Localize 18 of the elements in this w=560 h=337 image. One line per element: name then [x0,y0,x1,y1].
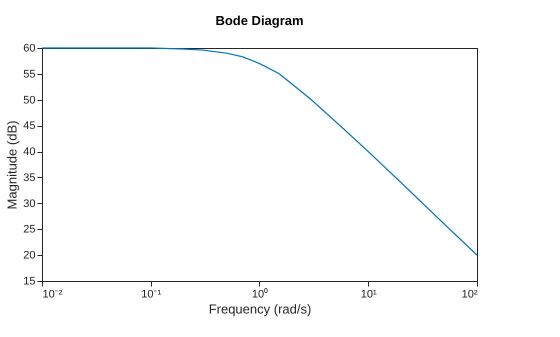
y-tick-label: 50 [23,94,36,106]
y-axis-title: Magnitude (dB) [4,120,20,210]
x-tick-label: 10² [462,288,478,300]
x-tick-label: 10⁰ [252,288,268,300]
y-tick-label: 15 [23,276,36,288]
y-tick-label: 35 [23,172,36,184]
x-tick-label: 10⁻² [42,288,63,300]
x-tick-label: 10¹ [360,288,378,300]
y-tick-label: 40 [23,146,36,158]
y-tick-label: 45 [23,120,36,132]
x-tick-label: 10⁻¹ [141,288,162,300]
y-tick-label: 25 [23,224,36,236]
chart-title: Bode Diagram [215,13,304,28]
y-tick-label: 20 [23,250,36,262]
y-tick-label: 60 [23,42,36,54]
y-tick-label: 55 [23,68,36,80]
y-tick-label: 30 [23,198,36,210]
x-axis-title: Frequency (rad/s) [208,302,312,316]
